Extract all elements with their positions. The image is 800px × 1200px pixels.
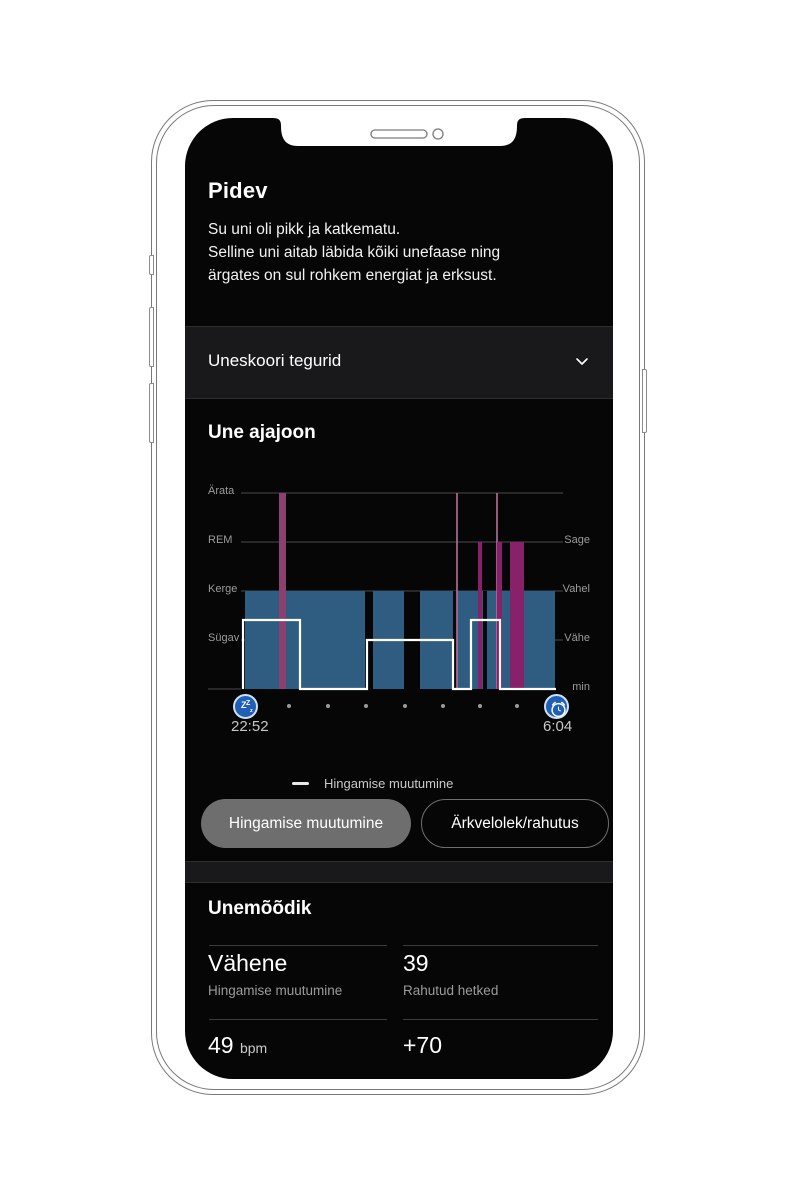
svg-text:Z: Z — [246, 700, 251, 707]
svg-text:z: z — [250, 708, 253, 714]
